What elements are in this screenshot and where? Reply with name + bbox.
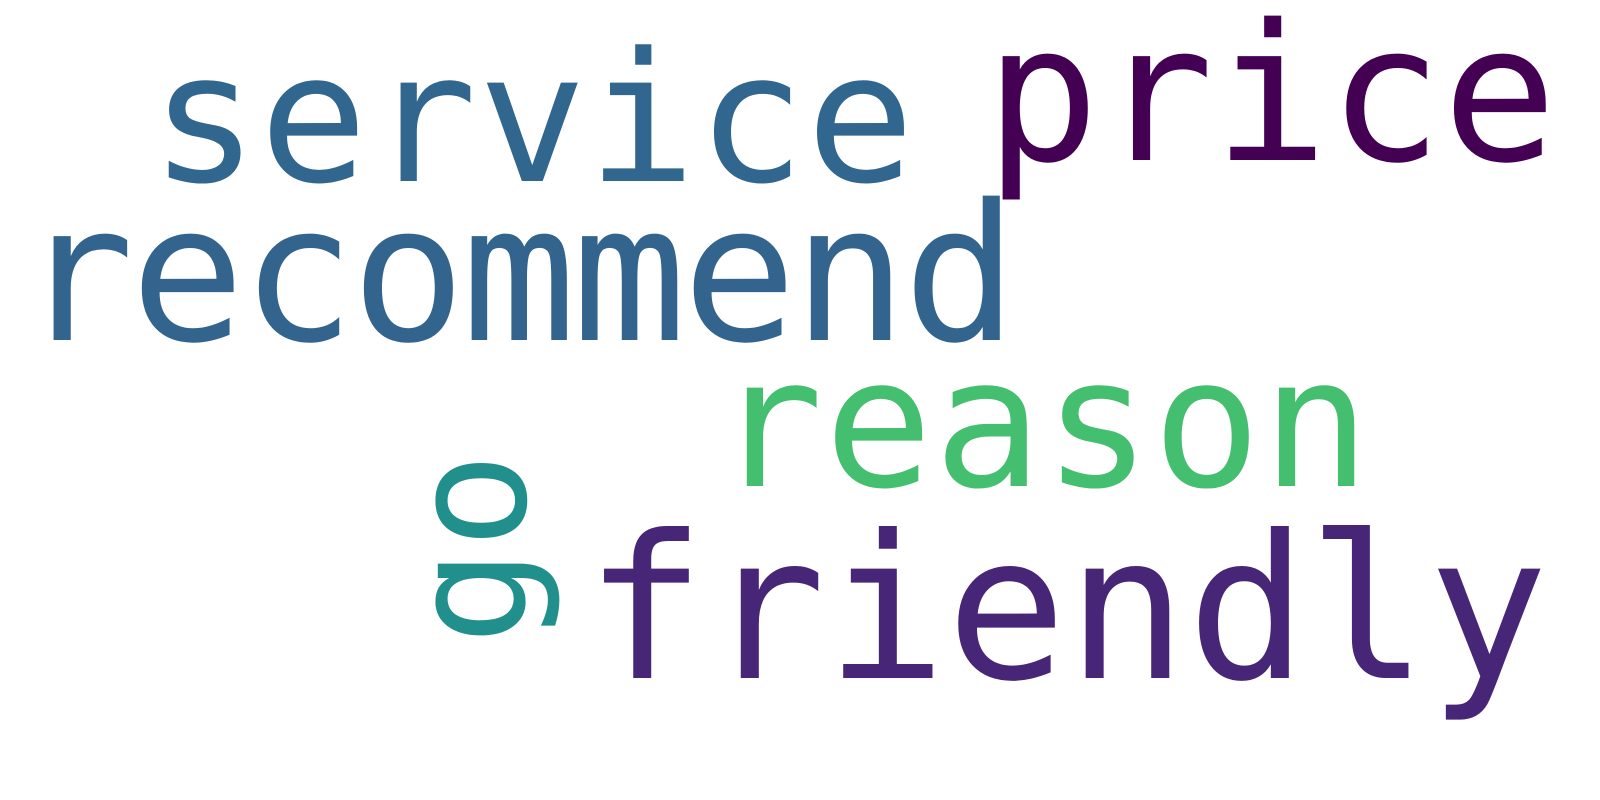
word-recommend: recommend — [20, 164, 1018, 385]
word-reason: reason — [715, 320, 1372, 529]
word-go-text: go — [376, 452, 563, 645]
word-price: price — [985, 0, 1557, 205]
word-service: service — [150, 15, 916, 224]
word-go: go — [376, 430, 600, 650]
word-friendly: friendly — [585, 493, 1549, 726]
